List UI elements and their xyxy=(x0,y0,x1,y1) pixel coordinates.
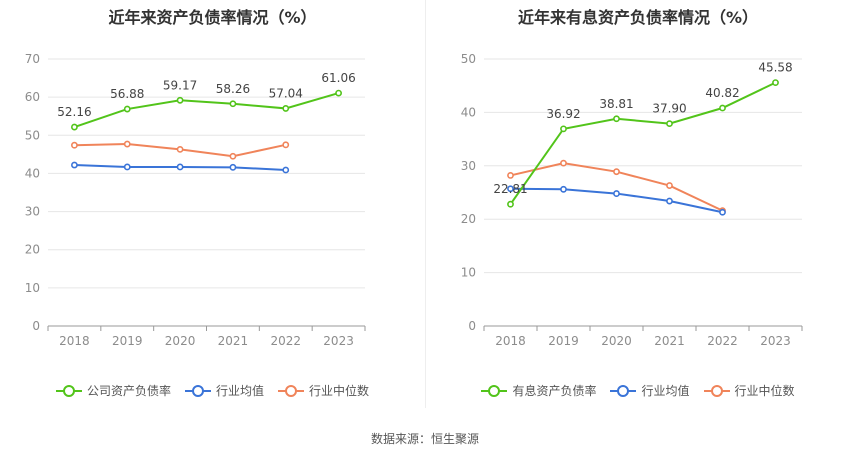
data-label: 52.16 xyxy=(57,105,91,119)
data-point[interactable] xyxy=(176,96,184,104)
chart-title: 近年来资产负债率情况（%） xyxy=(108,8,317,27)
series-line xyxy=(74,92,339,128)
data-label: 56.88 xyxy=(110,87,144,101)
legend-marker-icon xyxy=(481,384,508,398)
legend-marker-icon xyxy=(278,384,304,398)
legend: 公司资产负债率 行业均值 行业中位数 xyxy=(0,382,425,399)
y-tick-label: 50 xyxy=(461,52,476,66)
data-point[interactable] xyxy=(507,172,514,179)
data-point[interactable] xyxy=(229,100,237,108)
legend-label: 公司资产负债率 xyxy=(86,384,171,398)
legend-label: 行业均值 xyxy=(641,384,690,398)
y-tick-label: 60 xyxy=(25,90,40,104)
data-point[interactable] xyxy=(123,140,131,148)
legend-label: 有息资产负债率 xyxy=(512,384,597,398)
data-point[interactable] xyxy=(71,123,78,131)
y-tick-label: 0 xyxy=(468,319,476,333)
x-tick-label: 2018 xyxy=(59,334,90,348)
data-point[interactable] xyxy=(335,89,342,97)
data-point[interactable] xyxy=(229,163,237,171)
data-label: 38.81 xyxy=(599,97,633,111)
data-point[interactable] xyxy=(282,141,290,149)
legend-item[interactable]: 行业均值 xyxy=(184,382,264,399)
y-tick-label: 40 xyxy=(25,166,40,180)
data-point[interactable] xyxy=(560,125,567,133)
x-tick-label: 2018 xyxy=(495,334,526,348)
data-label: 40.82 xyxy=(705,86,739,100)
data-point[interactable] xyxy=(719,104,726,112)
legend-item[interactable]: 行业均值 xyxy=(610,382,690,399)
data-point[interactable] xyxy=(229,152,237,160)
data-point[interactable] xyxy=(507,200,514,208)
y-tick-label: 50 xyxy=(25,128,40,142)
data-point[interactable] xyxy=(282,105,290,112)
y-tick-label: 30 xyxy=(461,159,476,173)
x-tick-label: 2022 xyxy=(707,334,738,348)
chart-panel-interest-debt-ratio: 近年来有息资产负债率情况（%） 0 10 20 30 40 50 2018 2019 2020 2… xyxy=(426,0,850,415)
x-tick-label: 2020 xyxy=(601,334,632,348)
data-point[interactable] xyxy=(507,185,514,193)
x-tick-label: 2021 xyxy=(654,334,685,348)
data-point[interactable] xyxy=(613,115,620,123)
data-point[interactable] xyxy=(123,105,131,113)
data-point[interactable] xyxy=(613,168,620,176)
data-source-note: 数据来源：恒生聚源 xyxy=(370,432,479,446)
series-line xyxy=(509,81,776,205)
data-point[interactable] xyxy=(666,197,673,205)
data-point[interactable] xyxy=(176,145,184,153)
line-chart-interest-debt-ratio: 0 10 20 30 40 50 2018 2019 2020 2021 2022 2023 22.81… xyxy=(461,52,803,348)
legend-item[interactable]: 行业中位数 xyxy=(703,382,795,399)
legend-marker-icon xyxy=(703,384,730,398)
x-tick-label: 2019 xyxy=(112,334,143,348)
line-chart-debt-ratio: 0 10 20 30 40 50 60 70 2018 2019 2020 2021 2022 2023 5… xyxy=(25,52,366,348)
panel-divider xyxy=(425,0,426,408)
x-tick-label: 2019 xyxy=(548,334,579,348)
data-point[interactable] xyxy=(560,185,567,193)
data-point[interactable] xyxy=(71,141,78,149)
data-label: 58.26 xyxy=(216,82,250,96)
data-label: 57.04 xyxy=(269,86,303,100)
legend-label: 行业均值 xyxy=(215,384,264,398)
legend: 有息资产负债率 行业均值 行业中位数 xyxy=(426,382,850,399)
data-point[interactable] xyxy=(719,208,726,216)
y-tick-label: 10 xyxy=(461,266,476,280)
data-point[interactable] xyxy=(613,190,620,197)
legend-item[interactable]: 有息资产负债率 xyxy=(481,382,596,399)
legend-label: 行业中位数 xyxy=(309,384,370,398)
y-tick-label: 70 xyxy=(25,52,40,66)
x-tick-label: 2020 xyxy=(165,334,196,348)
data-point[interactable] xyxy=(560,159,567,167)
data-point[interactable] xyxy=(282,166,290,174)
data-point[interactable] xyxy=(71,161,78,169)
data-label: 37.90 xyxy=(652,102,686,116)
y-tick-label: 10 xyxy=(25,281,40,295)
y-tick-label: 20 xyxy=(25,243,40,257)
data-label: 59.17 xyxy=(163,78,197,92)
data-point[interactable] xyxy=(666,182,673,189)
x-tick-label: 2021 xyxy=(218,334,249,348)
legend-marker-icon xyxy=(184,384,211,398)
legend-item[interactable]: 公司资产负债率 xyxy=(55,382,171,399)
x-tick-label: 2023 xyxy=(323,334,354,348)
legend-item[interactable]: 行业中位数 xyxy=(278,382,369,399)
data-point[interactable] xyxy=(666,120,673,128)
y-tick-label: 20 xyxy=(461,212,476,226)
data-point[interactable] xyxy=(123,163,131,171)
legend-label: 行业中位数 xyxy=(734,384,795,398)
chart-title: 近年来有息资产负债率情况（%） xyxy=(517,8,759,27)
data-label: 61.06 xyxy=(321,71,355,85)
legend-marker-icon xyxy=(610,384,637,398)
data-label: 45.58 xyxy=(758,61,792,75)
chart-panel-debt-ratio: 近年来资产负债率情况（%） 0 10 20 30 40 50 60 70 2018 2019 202… xyxy=(0,0,425,415)
legend-marker-icon xyxy=(55,384,82,398)
y-tick-label: 30 xyxy=(25,205,40,219)
y-tick-label: 40 xyxy=(461,105,476,119)
x-tick-label: 2022 xyxy=(270,334,301,348)
data-point[interactable] xyxy=(772,79,779,87)
data-label: 22.81 xyxy=(493,182,527,196)
data-point[interactable] xyxy=(176,163,184,171)
x-tick-label: 2023 xyxy=(760,334,791,348)
data-label: 36.92 xyxy=(546,107,580,121)
y-tick-label: 0 xyxy=(32,319,40,333)
